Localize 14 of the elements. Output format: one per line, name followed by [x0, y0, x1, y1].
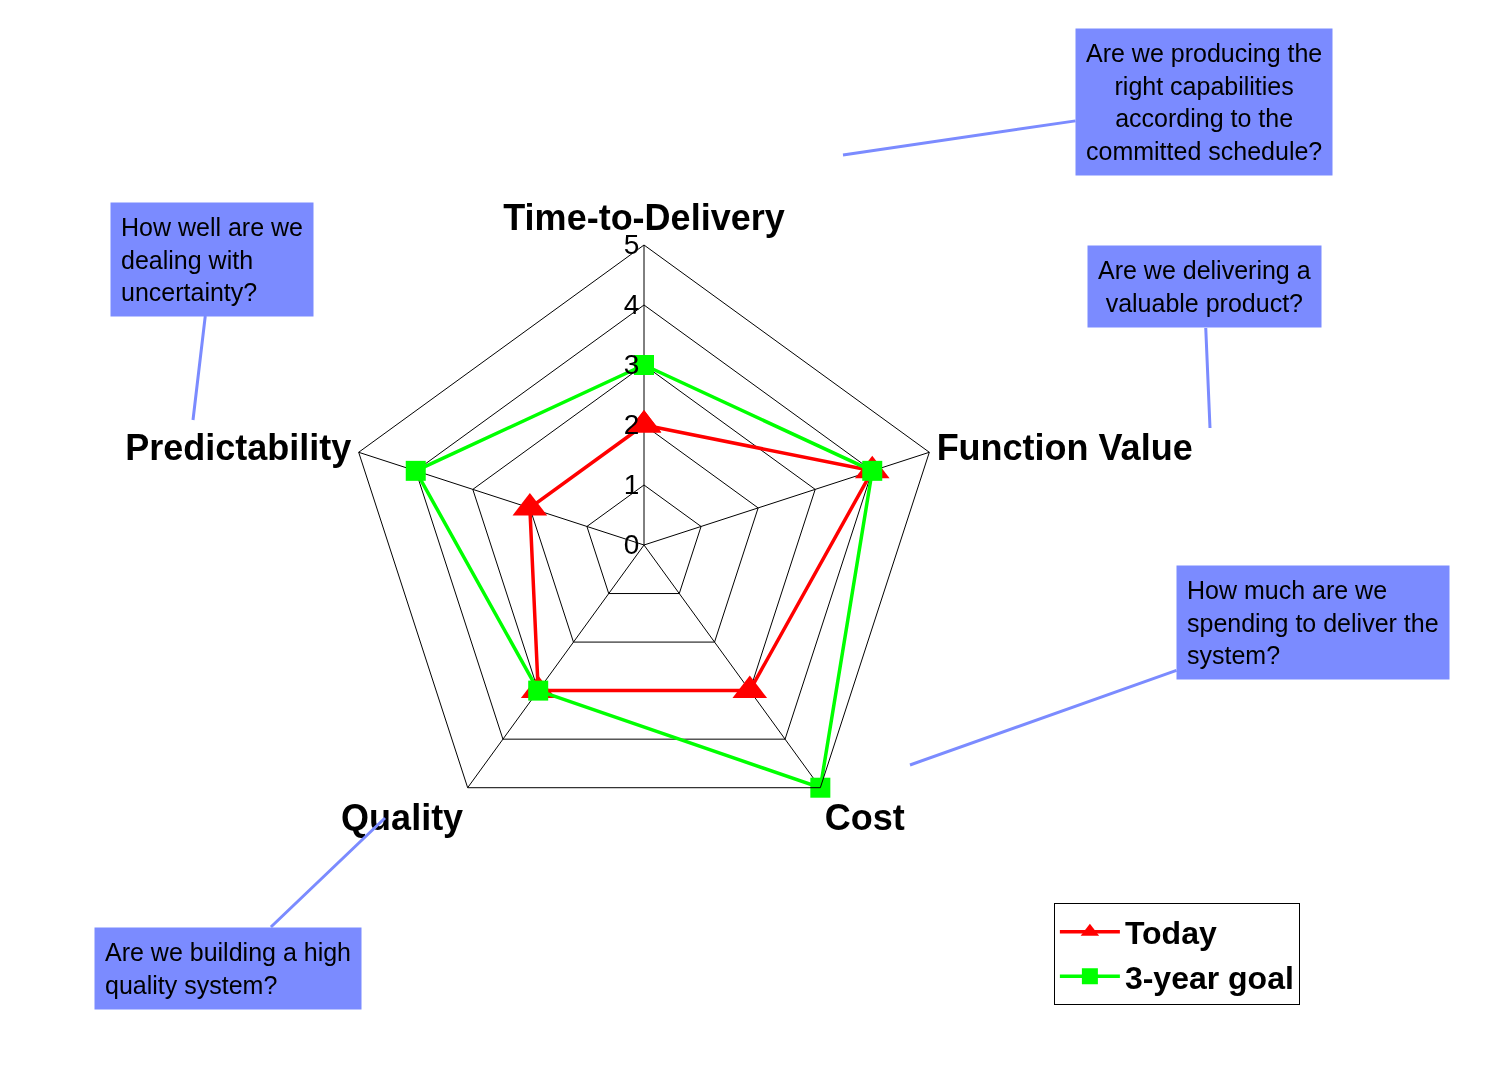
y-tick-label: 4	[623, 289, 640, 321]
y-tick-label: 2	[623, 409, 640, 441]
text: Are we building a high quality system?	[105, 938, 351, 999]
text: Are we delivering a valuable product?	[1098, 256, 1311, 317]
spoke-label: Predictability	[125, 426, 352, 468]
spoke-label: Cost	[824, 797, 905, 839]
text: Are we producing the right capabilities according to the committed schedule?	[1086, 39, 1323, 165]
text: How well are we dealing with uncertainty?	[121, 213, 304, 306]
y-tick-label: 1	[623, 469, 640, 501]
legend-label: 3-year goal	[1124, 959, 1294, 996]
spoke-label: Quality	[341, 797, 464, 839]
text: How much are we spending to deliver the system?	[1187, 576, 1439, 669]
legend-label: Today	[1124, 915, 1217, 952]
spoke-label: Function Value	[936, 426, 1193, 468]
